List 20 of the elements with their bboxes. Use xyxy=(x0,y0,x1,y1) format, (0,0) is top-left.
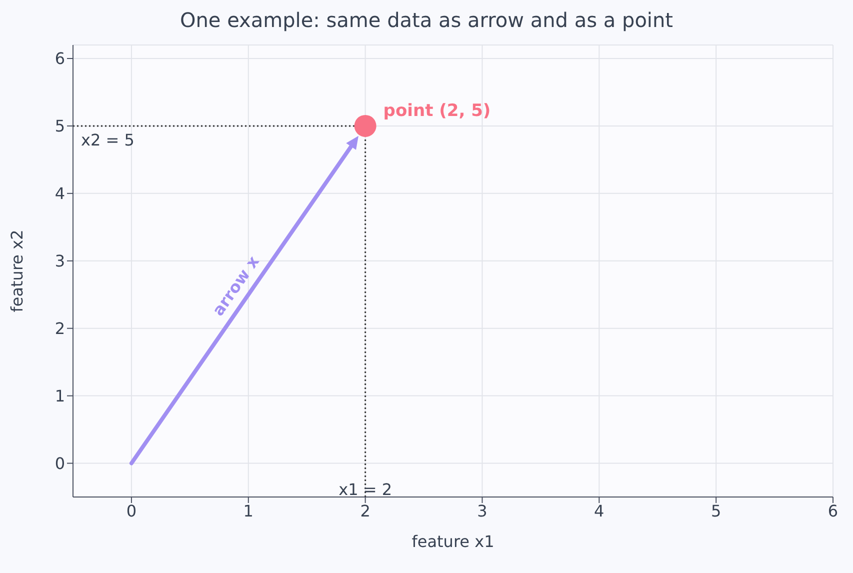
chart-title: One example: same data as arrow and as a point xyxy=(178,8,674,32)
y-tick-label: 5 xyxy=(54,116,65,136)
x-tick-label: 6 xyxy=(828,501,838,520)
x-tick-label: 3 xyxy=(477,501,488,520)
x-tick-label: 1 xyxy=(243,501,254,520)
x-tick-label: 5 xyxy=(710,501,722,520)
annotation: point (2, 5) xyxy=(383,100,491,121)
x-tick-label: 4 xyxy=(594,501,604,520)
ref-line-label: x1 = 2 xyxy=(338,480,392,499)
y-axis-title: feature x2 xyxy=(8,230,27,312)
y-tick-label: 4 xyxy=(54,184,65,204)
x-tick-label: 0 xyxy=(126,501,137,520)
ref-line-label: x2 = 5 xyxy=(81,130,134,150)
x-tick-label: 2 xyxy=(360,501,370,520)
y-tick-label: 2 xyxy=(54,319,65,338)
x-axis-title: feature x1 xyxy=(412,532,494,551)
y-tick-label: 0 xyxy=(54,454,65,473)
y-tick-label: 3 xyxy=(54,252,65,271)
y-tick-label: 1 xyxy=(54,386,65,406)
y-tick-label: 6 xyxy=(54,49,65,68)
